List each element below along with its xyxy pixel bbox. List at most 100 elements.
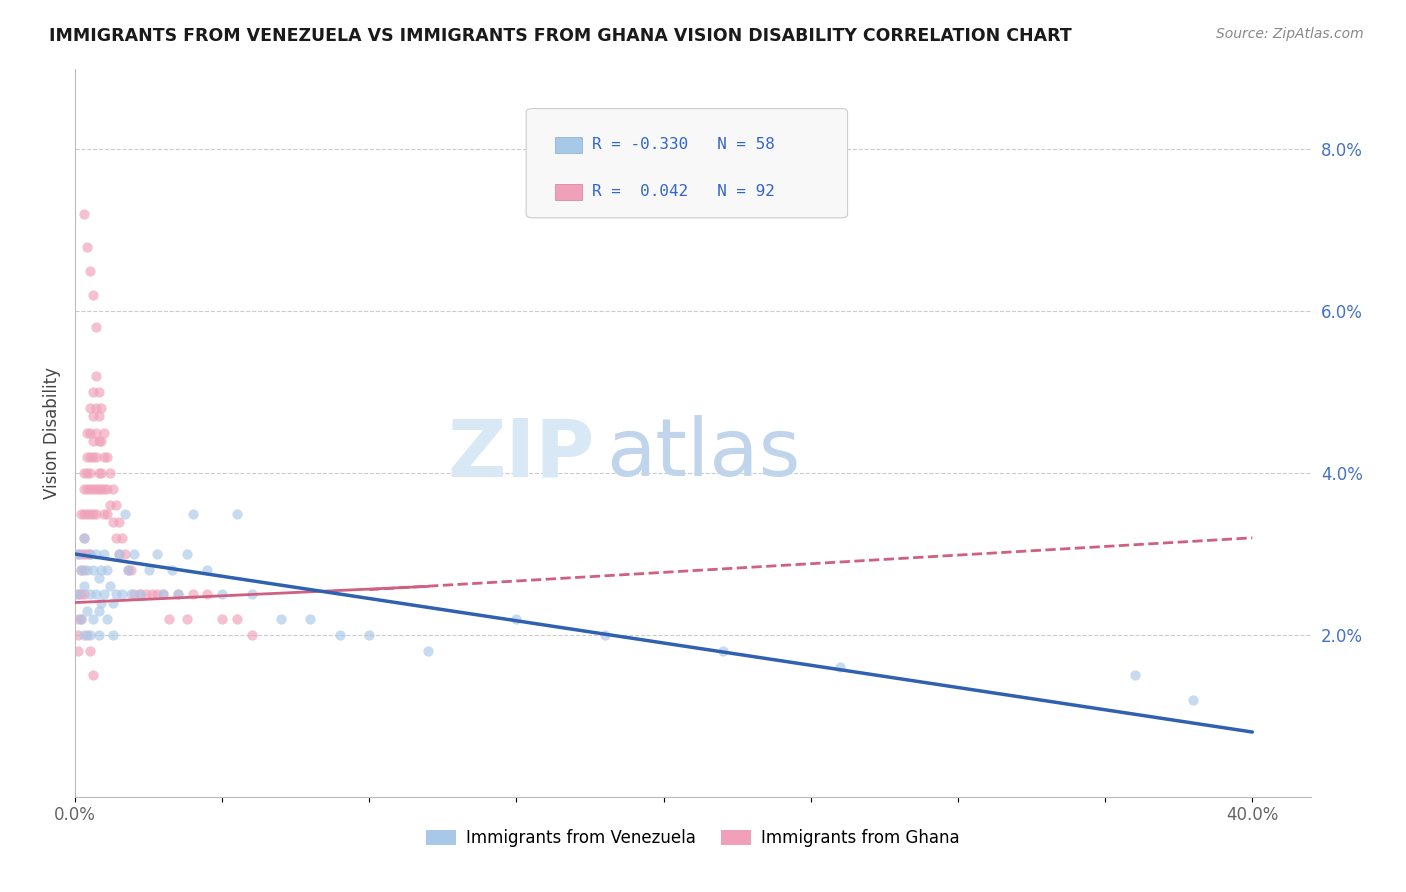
Point xyxy=(93,587,115,601)
Point xyxy=(84,425,107,440)
Point xyxy=(84,507,107,521)
Legend: Immigrants from Venezuela, Immigrants from Ghana: Immigrants from Venezuela, Immigrants fr… xyxy=(419,822,966,854)
Point xyxy=(128,587,150,601)
Point xyxy=(82,483,104,497)
Point xyxy=(79,547,101,561)
Point xyxy=(128,587,150,601)
Point xyxy=(329,628,352,642)
Point xyxy=(225,507,247,521)
Point xyxy=(90,401,112,416)
Point xyxy=(70,563,93,577)
Point xyxy=(90,483,112,497)
Point xyxy=(70,563,93,577)
Point xyxy=(79,425,101,440)
Point xyxy=(87,628,110,642)
Point xyxy=(225,612,247,626)
Point xyxy=(70,612,93,626)
Point xyxy=(73,531,96,545)
Text: atlas: atlas xyxy=(606,416,801,493)
Point xyxy=(90,434,112,448)
Point xyxy=(103,515,125,529)
Point xyxy=(711,644,734,658)
Point xyxy=(593,628,616,642)
Point xyxy=(117,563,139,577)
Point xyxy=(87,571,110,585)
Point xyxy=(103,483,125,497)
Point xyxy=(103,596,125,610)
FancyBboxPatch shape xyxy=(526,109,848,218)
Point xyxy=(299,612,322,626)
Point xyxy=(82,668,104,682)
Text: ZIP: ZIP xyxy=(447,416,595,493)
Point xyxy=(1182,692,1205,706)
Point xyxy=(146,587,169,601)
Point xyxy=(79,628,101,642)
Point xyxy=(181,507,204,521)
Point xyxy=(1123,668,1146,682)
Point xyxy=(103,628,125,642)
Point xyxy=(122,587,145,601)
Point xyxy=(105,587,128,601)
Point xyxy=(98,579,121,593)
Point xyxy=(76,450,98,464)
Point xyxy=(96,483,118,497)
Point xyxy=(167,587,190,601)
Point xyxy=(98,499,121,513)
Point xyxy=(176,547,198,561)
Point xyxy=(141,587,163,601)
Text: R =  0.042   N = 92: R = 0.042 N = 92 xyxy=(592,185,775,199)
Point xyxy=(79,507,101,521)
Point xyxy=(84,401,107,416)
Point xyxy=(108,547,131,561)
Point xyxy=(138,563,160,577)
Point xyxy=(79,587,101,601)
Point xyxy=(505,612,527,626)
Y-axis label: Vision Disability: Vision Disability xyxy=(44,367,60,499)
Point xyxy=(176,612,198,626)
Point xyxy=(70,547,93,561)
Point xyxy=(84,587,107,601)
Point xyxy=(70,612,93,626)
Point xyxy=(117,563,139,577)
Point xyxy=(93,483,115,497)
Text: IMMIGRANTS FROM VENEZUELA VS IMMIGRANTS FROM GHANA VISION DISABILITY CORRELATION: IMMIGRANTS FROM VENEZUELA VS IMMIGRANTS … xyxy=(49,27,1071,45)
Point xyxy=(122,547,145,561)
Point xyxy=(167,587,190,601)
Point xyxy=(73,507,96,521)
Point xyxy=(66,587,89,601)
Point xyxy=(66,644,89,658)
Point xyxy=(96,450,118,464)
Point xyxy=(66,628,89,642)
Point xyxy=(87,434,110,448)
Point xyxy=(152,587,174,601)
Point xyxy=(79,466,101,480)
Point xyxy=(76,563,98,577)
Point xyxy=(152,587,174,601)
Point xyxy=(82,563,104,577)
Point xyxy=(82,612,104,626)
Point xyxy=(197,563,219,577)
Point xyxy=(98,466,121,480)
Point xyxy=(418,644,440,658)
Point xyxy=(270,612,292,626)
Point xyxy=(90,596,112,610)
Point xyxy=(93,450,115,464)
Point xyxy=(93,547,115,561)
Point xyxy=(73,483,96,497)
Point xyxy=(82,434,104,448)
Point xyxy=(76,239,98,253)
Point xyxy=(114,507,136,521)
Point xyxy=(79,450,101,464)
Point xyxy=(240,587,263,601)
Point xyxy=(87,483,110,497)
Point xyxy=(82,507,104,521)
Point xyxy=(79,644,101,658)
Point xyxy=(73,579,96,593)
Point xyxy=(66,547,89,561)
Point xyxy=(84,320,107,334)
Point xyxy=(73,531,96,545)
FancyBboxPatch shape xyxy=(554,184,582,200)
FancyBboxPatch shape xyxy=(554,136,582,153)
Point xyxy=(160,563,183,577)
Point xyxy=(84,450,107,464)
